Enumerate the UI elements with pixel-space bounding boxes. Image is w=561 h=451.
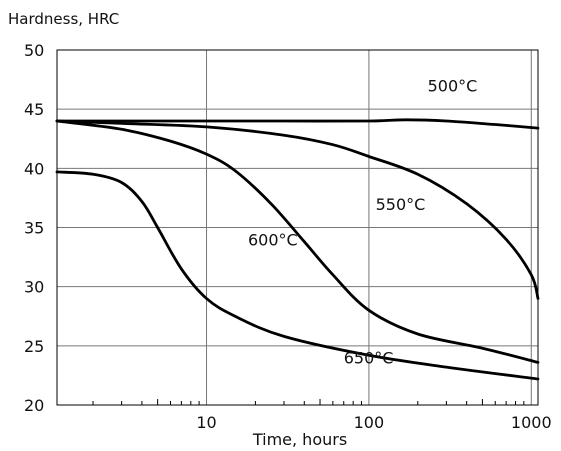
y-tick-label: 25 [24, 337, 44, 356]
y-tick-label: 45 [24, 100, 44, 119]
series-label: 650°C [344, 349, 394, 368]
series-curves [55, 118, 540, 381]
plot-frame [56, 49, 539, 406]
x-tick-label: 100 [354, 413, 385, 432]
series-line-3 [55, 170, 540, 381]
series-line-0 [55, 118, 540, 130]
y-tick-label: 30 [24, 278, 44, 297]
x-tick-label: 1000 [511, 413, 552, 432]
series-line-1 [55, 119, 540, 300]
series-labels: 500°C 550°C 600°C 650°C [248, 76, 477, 367]
y-tick-label: 20 [24, 396, 44, 415]
series-label: 550°C [376, 195, 426, 214]
y-tick-label: 35 [24, 219, 44, 238]
grid-lines [57, 50, 538, 405]
y-tick-label: 50 [24, 41, 44, 60]
series-label: 500°C [428, 76, 478, 95]
tick-labels: 20 25 30 35 40 45 50 10 100 1000 [24, 41, 552, 432]
x-axis-label: Time, hours [252, 430, 347, 449]
x-tick-label: 10 [196, 413, 216, 432]
y-tick-label: 40 [24, 159, 44, 178]
series-label: 600°C [248, 230, 298, 249]
y-axis-label: Hardness, HRC [8, 10, 119, 28]
series-line-2 [55, 119, 540, 364]
